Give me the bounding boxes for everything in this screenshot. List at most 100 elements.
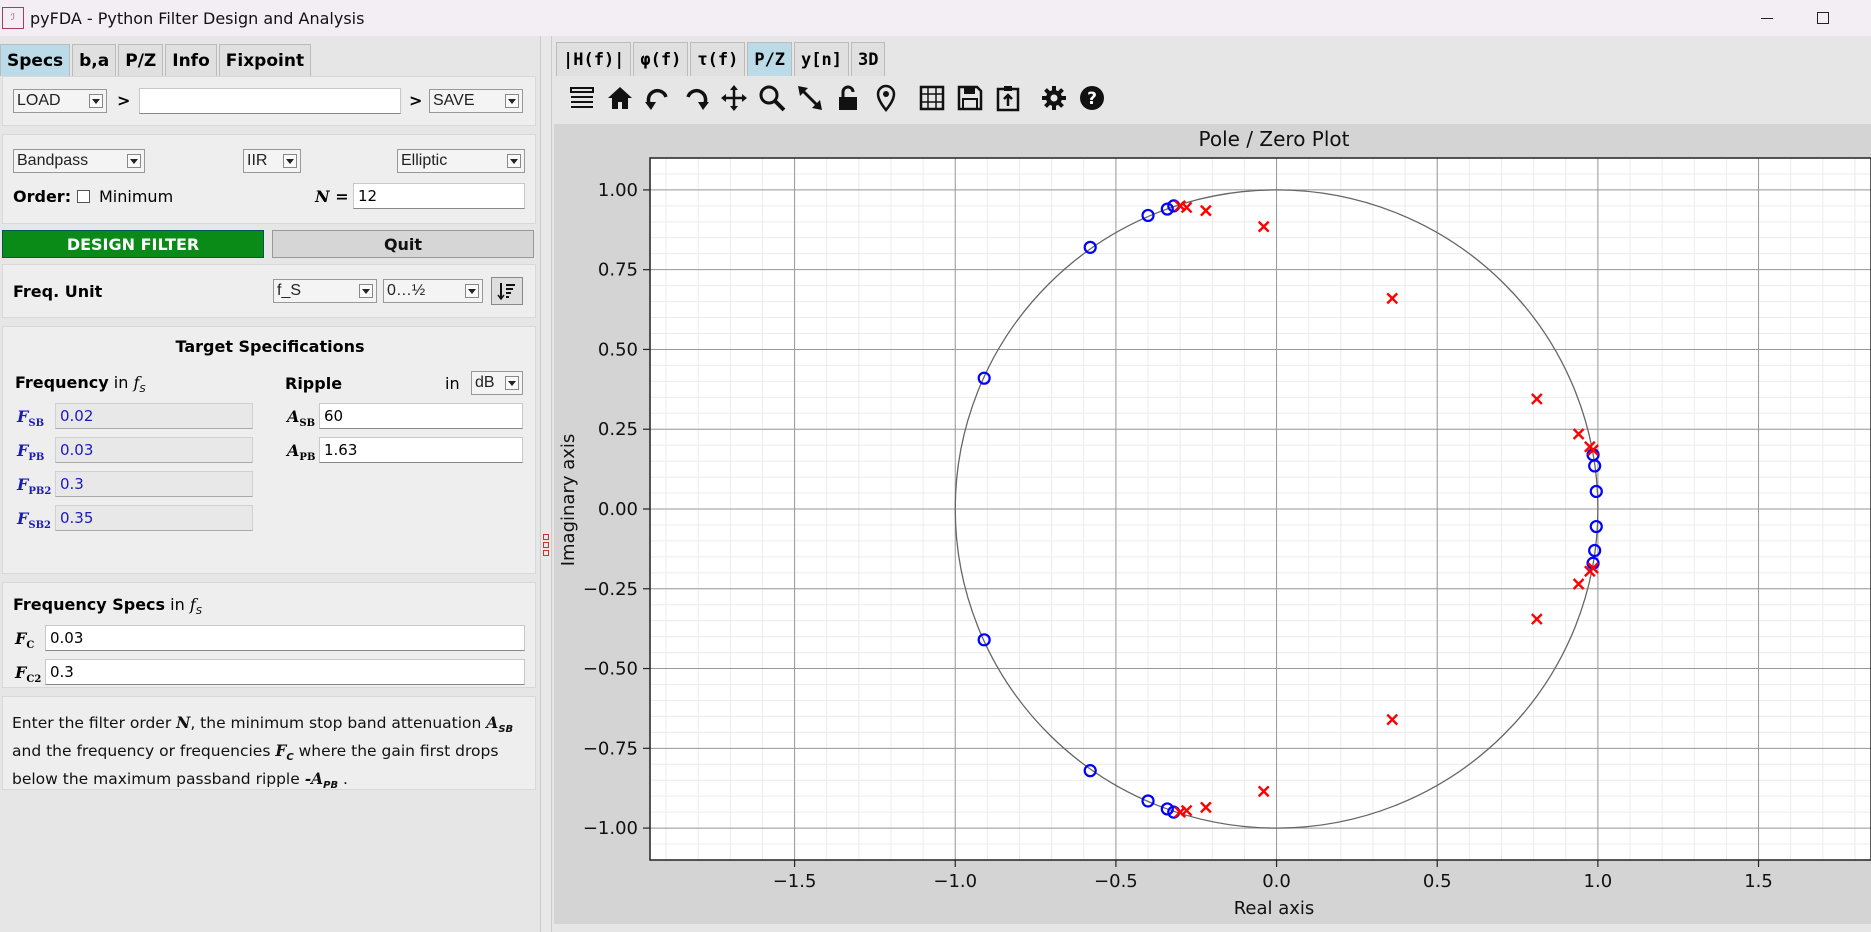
pan-button[interactable] bbox=[718, 82, 750, 114]
splitter-handle-icon[interactable] bbox=[543, 534, 550, 562]
chevron-down-icon bbox=[507, 154, 521, 168]
save-plot-button[interactable] bbox=[954, 82, 986, 114]
fc-input[interactable]: 0.03 bbox=[45, 625, 525, 651]
minimum-order-checkbox[interactable] bbox=[77, 190, 90, 203]
ripple-unit-select[interactable]: dB bbox=[471, 371, 523, 395]
plot-tab-bar: |H(f)| φ(f) τ(f) P/Z y[n] 3D bbox=[556, 42, 887, 76]
home-button[interactable] bbox=[604, 82, 636, 114]
tab-specs[interactable]: Specs bbox=[0, 44, 71, 76]
filter-type-value: IIR bbox=[247, 152, 268, 169]
undo-button[interactable] bbox=[642, 82, 674, 114]
x-tick-label: −1.0 bbox=[933, 871, 977, 892]
pan-icon bbox=[721, 85, 747, 111]
menu-button[interactable] bbox=[566, 82, 598, 114]
response-type-select[interactable]: Bandpass bbox=[13, 149, 145, 173]
freq-specs-fs: f bbox=[189, 595, 196, 614]
fsb2-label: FSB2 bbox=[17, 509, 51, 531]
desc-part-2: , the minimum stop band attenuation bbox=[190, 714, 487, 732]
y-tick-label: −1.00 bbox=[583, 818, 638, 839]
filename-input[interactable] bbox=[139, 88, 401, 114]
tab-phase[interactable]: φ(f) bbox=[633, 42, 689, 76]
fs-symbol: f bbox=[133, 373, 140, 392]
zero-marker bbox=[1083, 764, 1097, 778]
settings-button[interactable] bbox=[1038, 82, 1070, 114]
order-input[interactable]: 12 bbox=[353, 183, 525, 209]
asb-input[interactable]: 60 bbox=[319, 403, 523, 429]
tab-pz[interactable]: P/Z bbox=[118, 44, 164, 76]
fpb-label: FPB bbox=[17, 441, 44, 463]
fpb-field[interactable]: 0.03 bbox=[55, 437, 253, 463]
window-title: pyFDA - Python Filter Design and Analysi… bbox=[30, 8, 365, 28]
pole-marker-stroke bbox=[1174, 200, 1187, 212]
frequency-header: Frequency in fS bbox=[15, 373, 146, 395]
tab-ba[interactable]: b,a bbox=[72, 44, 117, 76]
minimize-icon bbox=[1761, 17, 1773, 19]
freq-unit-label: Freq. Unit bbox=[13, 282, 103, 301]
freq-unit-box: Freq. Unit f_S 0…½ bbox=[2, 264, 536, 318]
tab-fixpoint[interactable]: Fixpoint bbox=[218, 44, 312, 76]
pole-marker bbox=[1386, 713, 1399, 726]
tab-info[interactable]: Info bbox=[165, 44, 217, 76]
zero-marker bbox=[1589, 519, 1603, 534]
save-select[interactable]: SAVE bbox=[429, 89, 523, 113]
pole-marker-stroke bbox=[1587, 562, 1599, 574]
freq-unit-select[interactable]: f_S bbox=[273, 279, 377, 303]
freq-specs-box: Frequency Specs in fS FC 0.03 FC2 0.3 bbox=[2, 582, 536, 688]
asb-symbol: A bbox=[287, 407, 300, 426]
pole-marker bbox=[1180, 804, 1193, 817]
chart-title: Pole / Zero Plot bbox=[1199, 127, 1350, 151]
help-button[interactable]: ? bbox=[1076, 82, 1108, 114]
fpb2-label: FPB2 bbox=[17, 475, 51, 497]
zoom-button[interactable] bbox=[756, 82, 788, 114]
lock-icon bbox=[839, 85, 857, 110]
y-tick-label: −0.25 bbox=[583, 579, 638, 600]
quit-button[interactable]: Quit bbox=[272, 230, 534, 258]
clipboard-button[interactable] bbox=[992, 82, 1024, 114]
marker-icon bbox=[876, 84, 896, 112]
fpb2-field[interactable]: 0.3 bbox=[55, 471, 253, 497]
lock-button[interactable] bbox=[832, 82, 864, 114]
tab-group-delay[interactable]: τ(f) bbox=[690, 42, 746, 76]
fc2-input[interactable]: 0.3 bbox=[45, 659, 525, 685]
tab-impulse-response[interactable]: y[n] bbox=[794, 42, 849, 76]
pole-zero-chart[interactable]: Pole / Zero Plot −1.5 −1.0 −0.5 0.0 0.5 1.0 1.… bbox=[554, 124, 1871, 924]
panel-splitter[interactable] bbox=[540, 36, 552, 932]
fsb2-field[interactable]: 0.35 bbox=[55, 505, 253, 531]
marker-button[interactable] bbox=[870, 82, 902, 114]
ripple-label: Ripple bbox=[285, 374, 343, 393]
grid-button[interactable] bbox=[916, 82, 948, 114]
apb-symbol: A bbox=[287, 441, 300, 460]
pole-marker bbox=[1587, 444, 1599, 456]
fsb-field[interactable]: 0.02 bbox=[55, 403, 253, 429]
apb-label: APB bbox=[287, 441, 315, 463]
response-type-value: Bandpass bbox=[17, 152, 89, 169]
sort-button[interactable] bbox=[491, 277, 523, 305]
redo-button[interactable] bbox=[680, 82, 712, 114]
design-method-select[interactable]: Elliptic bbox=[397, 149, 525, 173]
pole-marker bbox=[1530, 613, 1543, 625]
home-icon bbox=[608, 87, 632, 109]
pole-marker bbox=[1572, 578, 1585, 590]
pole-zero-plot[interactable]: Pole / Zero Plot −1.5 −1.0 −0.5 0.0 0.5 1.0 1.… bbox=[554, 124, 1871, 924]
filter-type-select[interactable]: IIR bbox=[243, 149, 301, 173]
fc-symbol: F bbox=[15, 629, 27, 648]
load-select[interactable]: LOAD bbox=[13, 89, 107, 113]
freq-range-select[interactable]: 0…½ bbox=[383, 279, 483, 303]
tab-pole-zero[interactable]: P/Z bbox=[747, 42, 793, 76]
tab-magnitude[interactable]: |H(f)| bbox=[556, 42, 632, 76]
y-tick-label: 0.00 bbox=[598, 499, 638, 520]
minimize-button[interactable] bbox=[1744, 4, 1790, 32]
autoscale-button[interactable] bbox=[794, 82, 826, 114]
apb-input[interactable]: 1.63 bbox=[319, 437, 523, 463]
fsb-symbol: F bbox=[17, 407, 29, 426]
freq-specs-header: Frequency Specs in fS bbox=[13, 595, 202, 617]
tab-3d[interactable]: 3D bbox=[851, 42, 886, 76]
left-panel: Specs b,a P/Z Info Fixpoint LOAD > > SAV… bbox=[0, 36, 540, 932]
pole-marker bbox=[1200, 204, 1212, 217]
x-tick-label: 0.5 bbox=[1423, 871, 1452, 892]
maximize-button[interactable] bbox=[1800, 4, 1846, 32]
pole-marker bbox=[1386, 292, 1399, 305]
undo-icon bbox=[645, 88, 668, 110]
design-filter-button[interactable]: DESIGN FILTER bbox=[2, 230, 264, 258]
zero-marker bbox=[1160, 202, 1174, 216]
